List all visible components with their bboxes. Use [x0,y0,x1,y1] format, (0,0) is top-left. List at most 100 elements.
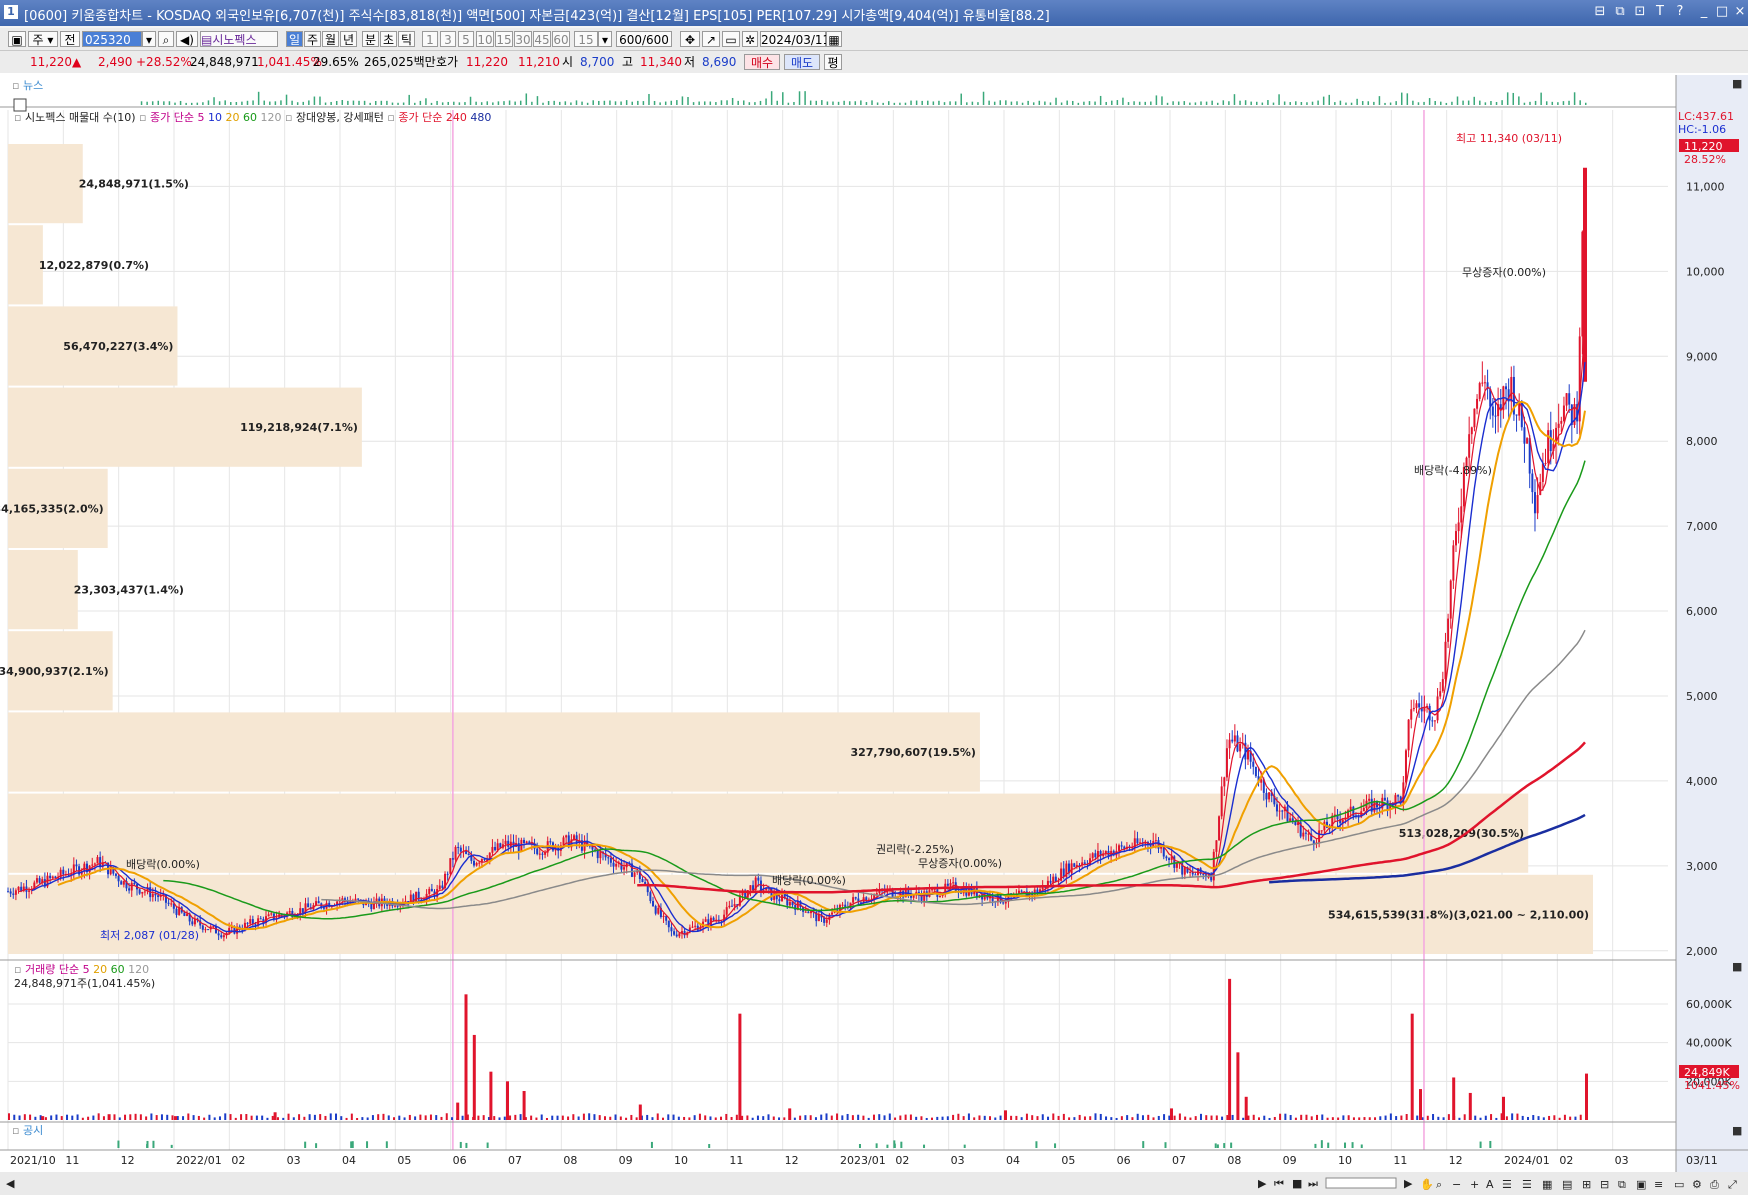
candle-body [449,858,452,874]
tab-period-day[interactable]: 일 [286,31,303,47]
stock-name-field[interactable]: ▤시노펙스 [200,31,278,47]
link-icon[interactable]: ⊟ [1594,4,1606,19]
scroll-left-icon[interactable]: ◀ [6,1177,15,1190]
interval-30[interactable]: 30 [514,31,532,47]
close-icon[interactable]: × [1734,4,1746,19]
tab-period-month[interactable]: 월 [322,31,339,47]
volume-bar [1426,1115,1429,1120]
compare-icon[interactable]: ⊞ [1582,1178,1591,1191]
volume-bar [519,1114,522,1120]
layout-icon[interactable]: ▣ [8,31,26,47]
eval-button[interactable]: 평 [824,54,842,70]
volume-bar [39,1115,42,1120]
interval-3[interactable]: 3 [440,31,456,47]
candle-body [1218,816,1221,841]
news-bar [1512,92,1515,105]
interval-input[interactable]: 15 [574,31,598,47]
news-bar [687,96,689,105]
save-chart-icon[interactable]: ▭ [722,31,740,47]
print-icon[interactable]: ⎙ [1710,1178,1719,1191]
volume-bar [799,1115,802,1120]
expand-icon[interactable]: ⤢ [1728,1178,1737,1191]
news-panel-close-icon[interactable]: ■ [1732,77,1742,90]
stock-code-input[interactable]: 025320 [82,31,142,47]
date-tick-label: 2022/01 [176,1154,222,1167]
volume-bar [1347,1115,1350,1120]
settings-gear-icon[interactable]: ✲ [742,31,758,47]
zoom-out-icon[interactable]: − [1452,1178,1461,1191]
volume-bar-spike [638,1104,642,1120]
window-list-icon[interactable]: ▣ [1636,1178,1646,1191]
price-chart[interactable]: 24,848,971(1.5%) 12,022,879(0.7%) 56,470,2… [0,73,1748,1195]
news-bar [932,101,935,105]
type-select[interactable]: 주 ▾ [28,31,58,47]
interval-60[interactable]: 60 [552,31,570,47]
candle-body [267,914,270,917]
interval-15[interactable]: 15 [495,31,513,47]
table-icon[interactable]: ▤ [1562,1178,1572,1191]
tab-period-year[interactable]: 년 [340,31,357,47]
config-icon[interactable]: ⚙ [1692,1178,1702,1191]
buy-button[interactable]: 매수 [744,54,780,70]
legend-table-icon[interactable] [13,98,27,112]
volume-bar [92,1115,95,1120]
collapse-icon[interactable]: ▭ [1674,1178,1684,1191]
tab-period-minute[interactable]: 분 [362,31,379,47]
grid-icon[interactable]: ▦ [1542,1178,1552,1191]
candle-body [59,869,62,878]
fastforward-icon[interactable]: ⏭ [1308,1177,1318,1190]
interval-dropdown-icon[interactable]: ▾ [598,31,612,47]
notice-bar [1314,1143,1317,1148]
date-input[interactable]: 2024/03/11 [760,31,831,47]
save-icon[interactable]: ⊡ [1634,4,1646,19]
help-icon[interactable]: ? [1676,4,1684,19]
volume-panel-close-icon[interactable]: ■ [1732,960,1742,973]
list-icon[interactable]: ☰ [1502,1178,1512,1191]
interval-5[interactable]: 5 [458,31,474,47]
search-icon[interactable]: ⌕ [158,31,174,47]
tab-period-second[interactable]: 초 [380,31,397,47]
candle-body [262,918,265,924]
code-dropdown-icon[interactable]: ▾ [142,31,156,47]
text-icon[interactable]: A [1486,1178,1494,1191]
notice-panel-close-icon[interactable]: ■ [1732,1124,1742,1137]
scroll-right-icon[interactable]: ▶ [1258,1177,1267,1190]
data-count-input[interactable]: 600/600 [616,31,672,47]
crosshair-icon[interactable]: ✥ [680,31,700,47]
menu-icon[interactable]: ☰ [1522,1178,1532,1191]
candle-body [1144,842,1147,844]
tab-period-week[interactable]: 주 [304,31,321,47]
rewind-icon[interactable]: ⏮ [1274,1177,1284,1190]
minimize-icon[interactable]: _ [1700,4,1708,19]
news-bar [402,102,405,105]
option-icon[interactable]: ≡ [1654,1178,1663,1191]
candle-body [978,894,981,897]
volume-bar [814,1117,817,1120]
scroll-end-icon[interactable]: ▶ [1404,1177,1413,1190]
sound-icon[interactable]: ◀) [176,31,198,47]
calendar-icon[interactable]: ▦ [826,31,842,47]
candle-body [1447,618,1450,642]
interval-1[interactable]: 1 [422,31,438,47]
restore-icon[interactable]: □ [1715,4,1729,19]
overlay-icon[interactable]: ⧉ [1618,1178,1626,1191]
last-candle [1583,167,1587,382]
sell-button[interactable]: 매도 [784,54,820,70]
search-chart-icon[interactable]: ⌕ [1436,1178,1442,1191]
prev-button[interactable]: 전 [60,31,80,47]
tab-period-tick[interactable]: 틱 [398,31,415,47]
candle-body [120,881,123,885]
trendline-icon[interactable]: ↗ [702,31,720,47]
news-bar [1038,100,1041,105]
candle-body [1510,376,1513,402]
copy-window-icon[interactable]: ⧉ [1615,4,1625,19]
hand-icon[interactable]: ✋ [1420,1178,1434,1191]
stop-icon[interactable]: ■ [1292,1177,1302,1190]
layout-switch-icon[interactable]: ⊟ [1600,1178,1609,1191]
candle-body [1489,388,1492,407]
zoom-in-icon[interactable]: + [1470,1178,1479,1191]
interval-45[interactable]: 45 [533,31,551,47]
font-icon[interactable]: T [1656,4,1664,19]
scroll-thumb[interactable] [1325,1177,1397,1189]
interval-10[interactable]: 10 [476,31,494,47]
